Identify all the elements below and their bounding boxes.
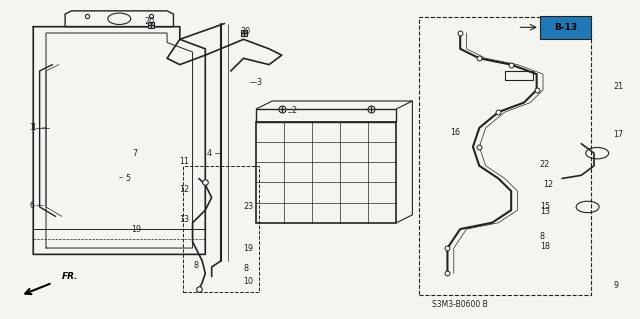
Text: 8: 8 xyxy=(244,264,248,273)
Text: B-13: B-13 xyxy=(554,23,577,32)
Text: FR.: FR. xyxy=(62,272,79,281)
Text: 1: 1 xyxy=(31,123,47,132)
Text: 17: 17 xyxy=(613,130,623,139)
Bar xyxy=(505,71,534,80)
Text: 18: 18 xyxy=(540,242,550,251)
Text: 10: 10 xyxy=(244,277,253,286)
Text: 19: 19 xyxy=(244,243,253,253)
Bar xyxy=(540,16,591,39)
Bar xyxy=(183,166,259,292)
Text: 9: 9 xyxy=(613,281,618,291)
Bar xyxy=(256,122,396,223)
Text: 6: 6 xyxy=(29,201,35,210)
Text: 1: 1 xyxy=(29,123,35,132)
Text: 22: 22 xyxy=(540,160,550,169)
Text: 8: 8 xyxy=(540,233,545,241)
Text: S3M3-B0600 B: S3M3-B0600 B xyxy=(432,300,488,309)
Text: 4: 4 xyxy=(207,149,212,158)
Bar xyxy=(256,109,396,122)
Text: 20: 20 xyxy=(145,18,155,26)
Text: 16: 16 xyxy=(450,128,460,137)
Text: 12: 12 xyxy=(543,180,553,189)
Text: 11: 11 xyxy=(179,157,189,166)
Text: 21: 21 xyxy=(613,82,623,91)
Text: 13: 13 xyxy=(540,207,550,216)
Text: 13: 13 xyxy=(179,215,189,224)
Text: 7: 7 xyxy=(132,149,137,158)
Text: 15: 15 xyxy=(540,203,550,211)
Bar xyxy=(419,17,591,295)
Text: 19: 19 xyxy=(131,225,141,234)
Text: 23: 23 xyxy=(244,203,253,211)
Text: 8: 8 xyxy=(194,261,199,270)
Text: 12: 12 xyxy=(179,185,189,194)
Text: 5: 5 xyxy=(125,174,131,183)
Text: 3: 3 xyxy=(256,78,261,86)
Text: 20: 20 xyxy=(241,27,250,36)
Text: 2: 2 xyxy=(291,106,296,115)
